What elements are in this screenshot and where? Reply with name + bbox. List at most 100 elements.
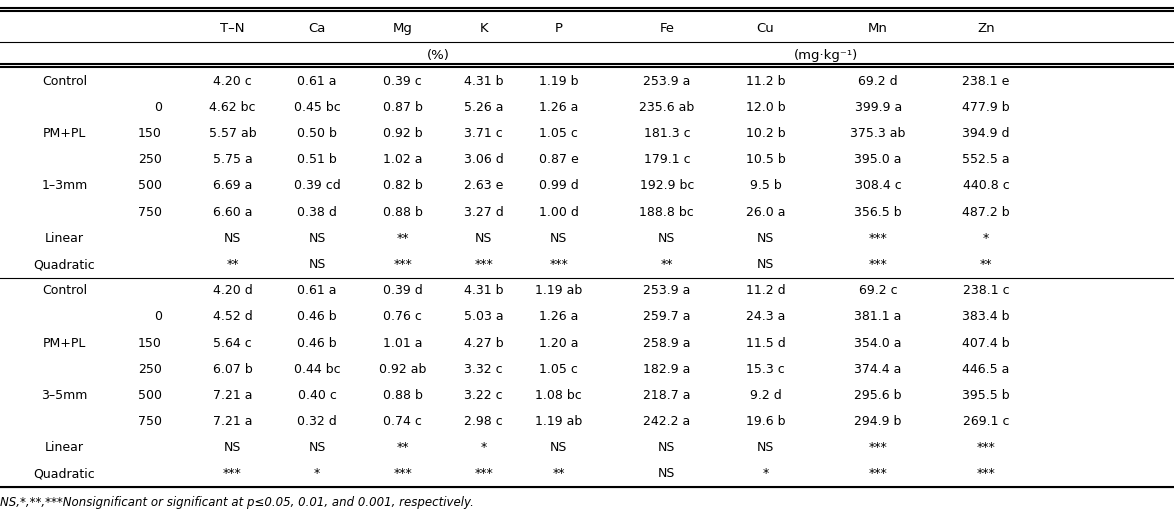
- Text: (mg·kg⁻¹): (mg·kg⁻¹): [795, 49, 858, 61]
- Text: 218.7 a: 218.7 a: [643, 389, 690, 402]
- Text: ***: ***: [869, 232, 888, 245]
- Text: Control: Control: [42, 284, 87, 297]
- Text: **: **: [397, 441, 409, 454]
- Text: 395.0 a: 395.0 a: [855, 153, 902, 166]
- Text: NS: NS: [224, 441, 241, 454]
- Text: PM+PL: PM+PL: [43, 127, 86, 140]
- Text: 399.9 a: 399.9 a: [855, 101, 902, 114]
- Text: 192.9 bc: 192.9 bc: [640, 179, 694, 193]
- Text: 0.39 d: 0.39 d: [383, 284, 423, 297]
- Text: Fe: Fe: [660, 22, 674, 35]
- Text: 19.6 b: 19.6 b: [745, 415, 785, 428]
- Text: 269.1 c: 269.1 c: [963, 415, 1010, 428]
- Text: 0.51 b: 0.51 b: [297, 153, 337, 166]
- Text: P: P: [555, 22, 562, 35]
- Text: 9.2 d: 9.2 d: [749, 389, 782, 402]
- Text: 12.0 b: 12.0 b: [745, 101, 785, 114]
- Text: 407.4 b: 407.4 b: [963, 336, 1010, 350]
- Text: 250: 250: [139, 153, 162, 166]
- Text: 2.98 c: 2.98 c: [464, 415, 504, 428]
- Text: Quadratic: Quadratic: [34, 258, 95, 271]
- Text: NS: NS: [551, 441, 567, 454]
- Text: 374.4 a: 374.4 a: [855, 363, 902, 376]
- Text: NS: NS: [757, 441, 774, 454]
- Text: Linear: Linear: [45, 441, 85, 454]
- Text: 7.21 a: 7.21 a: [212, 415, 252, 428]
- Text: 394.9 d: 394.9 d: [963, 127, 1010, 140]
- Text: 11.5 d: 11.5 d: [745, 336, 785, 350]
- Text: 750: 750: [139, 206, 162, 218]
- Text: 26.0 a: 26.0 a: [745, 206, 785, 218]
- Text: 308.4 c: 308.4 c: [855, 179, 902, 193]
- Text: 0.82 b: 0.82 b: [383, 179, 423, 193]
- Text: 446.5 a: 446.5 a: [963, 363, 1010, 376]
- Text: 0.99 d: 0.99 d: [539, 179, 579, 193]
- Text: 5.75 a: 5.75 a: [212, 153, 252, 166]
- Text: 0.39 cd: 0.39 cd: [294, 179, 340, 193]
- Text: 11.2 b: 11.2 b: [745, 75, 785, 88]
- Text: 69.2 d: 69.2 d: [858, 75, 898, 88]
- Text: 258.9 a: 258.9 a: [643, 336, 690, 350]
- Text: **: **: [661, 258, 673, 271]
- Text: 11.2 d: 11.2 d: [745, 284, 785, 297]
- Text: 1.08 bc: 1.08 bc: [535, 389, 582, 402]
- Text: 3.06 d: 3.06 d: [464, 153, 504, 166]
- Text: 5.57 ab: 5.57 ab: [209, 127, 256, 140]
- Text: 238.1 e: 238.1 e: [963, 75, 1010, 88]
- Text: 2.63 e: 2.63 e: [464, 179, 504, 193]
- Text: 552.5 a: 552.5 a: [963, 153, 1010, 166]
- Text: NS: NS: [659, 232, 675, 245]
- Text: *: *: [313, 468, 321, 480]
- Text: 477.9 b: 477.9 b: [963, 101, 1010, 114]
- Text: 235.6 ab: 235.6 ab: [639, 101, 695, 114]
- Text: 5.03 a: 5.03 a: [464, 311, 504, 323]
- Text: 295.6 b: 295.6 b: [855, 389, 902, 402]
- Text: PM+PL: PM+PL: [43, 336, 86, 350]
- Text: 0.88 b: 0.88 b: [383, 206, 423, 218]
- Text: 0.46 b: 0.46 b: [297, 336, 337, 350]
- Text: Cu: Cu: [756, 22, 775, 35]
- Text: 253.9 a: 253.9 a: [643, 284, 690, 297]
- Text: Quadratic: Quadratic: [34, 468, 95, 480]
- Text: 0.38 d: 0.38 d: [297, 206, 337, 218]
- Text: 6.07 b: 6.07 b: [212, 363, 252, 376]
- Text: 0.87 b: 0.87 b: [383, 101, 423, 114]
- Text: **: **: [553, 468, 565, 480]
- Text: 0.32 d: 0.32 d: [297, 415, 337, 428]
- Text: 182.9 a: 182.9 a: [643, 363, 690, 376]
- Text: 383.4 b: 383.4 b: [963, 311, 1010, 323]
- Text: 395.5 b: 395.5 b: [963, 389, 1010, 402]
- Text: 0: 0: [154, 101, 162, 114]
- Text: 1.02 a: 1.02 a: [383, 153, 423, 166]
- Text: 3.27 d: 3.27 d: [464, 206, 504, 218]
- Text: 1–3mm: 1–3mm: [41, 179, 88, 193]
- Text: Mn: Mn: [869, 22, 888, 35]
- Text: 0.88 b: 0.88 b: [383, 389, 423, 402]
- Text: 440.8 c: 440.8 c: [963, 179, 1010, 193]
- Text: 4.27 b: 4.27 b: [464, 336, 504, 350]
- Text: 259.7 a: 259.7 a: [643, 311, 690, 323]
- Text: 181.3 c: 181.3 c: [643, 127, 690, 140]
- Text: 3.22 c: 3.22 c: [465, 389, 502, 402]
- Text: 1.05 c: 1.05 c: [539, 363, 579, 376]
- Text: 0.92 ab: 0.92 ab: [379, 363, 426, 376]
- Text: 0.46 b: 0.46 b: [297, 311, 337, 323]
- Text: Control: Control: [42, 75, 87, 88]
- Text: 4.31 b: 4.31 b: [464, 284, 504, 297]
- Text: 4.20 d: 4.20 d: [212, 284, 252, 297]
- Text: **: **: [227, 258, 238, 271]
- Text: 1.26 a: 1.26 a: [539, 311, 579, 323]
- Text: 0.44 bc: 0.44 bc: [294, 363, 340, 376]
- Text: 500: 500: [139, 389, 162, 402]
- Text: 0.92 b: 0.92 b: [383, 127, 423, 140]
- Text: 24.3 a: 24.3 a: [745, 311, 785, 323]
- Text: 381.1 a: 381.1 a: [855, 311, 902, 323]
- Text: NS: NS: [659, 468, 675, 480]
- Text: 250: 250: [139, 363, 162, 376]
- Text: NS: NS: [309, 258, 325, 271]
- Text: 1.19 ab: 1.19 ab: [535, 415, 582, 428]
- Text: 7.21 a: 7.21 a: [212, 389, 252, 402]
- Text: 750: 750: [139, 415, 162, 428]
- Text: 500: 500: [139, 179, 162, 193]
- Text: ***: ***: [977, 468, 996, 480]
